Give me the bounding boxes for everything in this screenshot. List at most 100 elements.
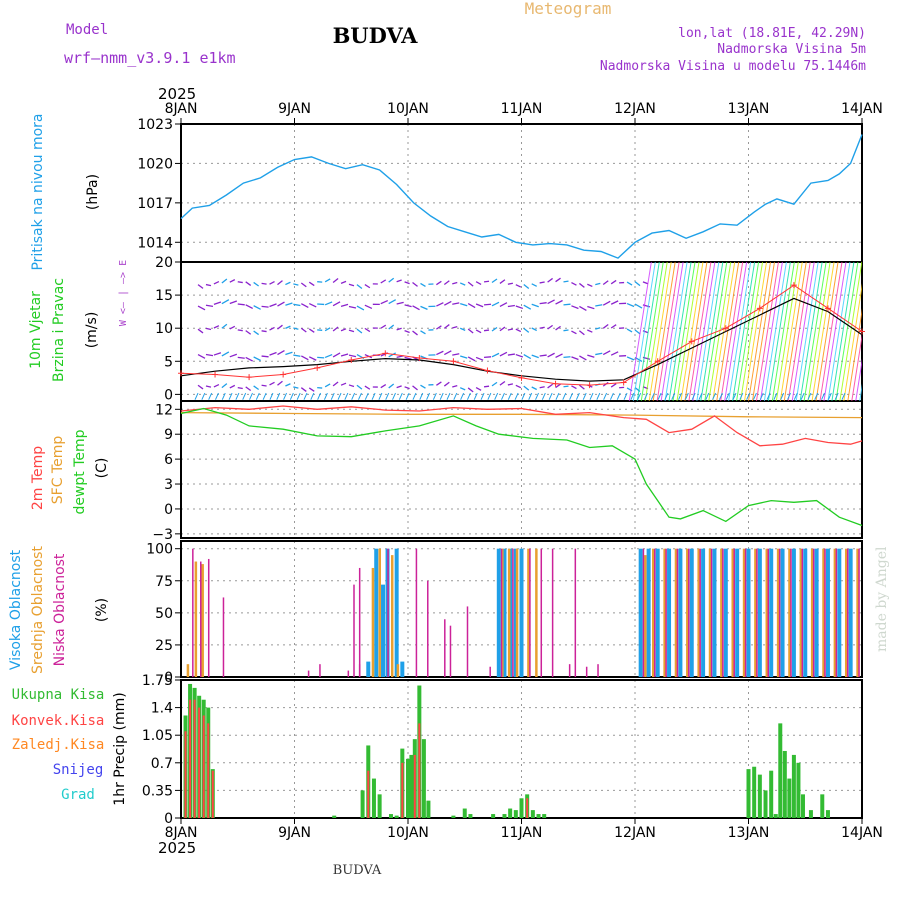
cloud-bar [835,548,838,677]
precip-bar [388,814,393,818]
wind-arrow-base [609,392,614,400]
wind-arrow [475,281,482,286]
cloud-bar [529,548,531,677]
wind-label-1: 10m Vjetar [28,291,44,369]
wind-arrow [340,382,347,386]
x-tick-label-top: 11JAN [501,101,543,117]
cloud-bar [427,580,429,677]
cloud-bar [500,548,503,677]
wind-hatch [736,262,760,401]
wind-arrow [459,327,466,331]
cloud-bar [186,664,190,677]
wind-arrow [563,303,571,306]
wind-unit: (m/s) [84,312,100,349]
wind-arrow [578,330,585,336]
cloud-bar [708,548,712,677]
cloud-bar [769,548,774,677]
wind-arrow [245,281,252,286]
wind-hatch [807,262,831,401]
wind-arrow [324,278,331,283]
wind-hatch [704,262,728,401]
gust-marker [450,358,457,365]
wind-arrow-base [453,392,458,400]
wind-arrow [420,330,426,335]
wind-arrow [340,328,347,332]
y-tick-label: 1014 [137,235,173,251]
wind-arrow-base [317,392,322,400]
wind-arrow [539,326,545,329]
precip-legend-item: Zaledj.Kisa [12,737,105,753]
wind-hatch [779,262,803,401]
gust-marker [620,379,627,386]
wind-hatch [839,262,862,401]
wind-arrow [293,354,301,357]
header: Model wrf—nmm_v3.9.1 e1km BUDVA Meteogra… [64,0,866,74]
wind-arrow [380,324,387,329]
precip-legend-item: Snijeg [53,762,104,778]
gust-marker [722,325,729,332]
wind-arrow [332,352,341,358]
precip-bar [468,814,473,818]
wind-hatch [628,262,652,401]
precip-axis-label: 1hr Precip (mm) [112,692,128,805]
cloud-bar [733,548,735,677]
wind-arrow-base [276,392,281,400]
wind-arrow [491,278,498,284]
wind-arrow [245,356,253,362]
wind-arrow [507,282,514,285]
wind-arrow [610,300,619,305]
wind-arrow-base [800,392,805,400]
wind-arrow [269,280,275,285]
cloud-bar [200,561,202,677]
precip-bar [193,699,196,818]
wind-hatch [823,262,847,401]
cloud-label-high: Visoka Oblacnost [8,549,24,670]
wind-arrow [221,351,230,357]
wind-arrow [595,304,603,307]
y-tick-label: 1.4 [151,701,173,717]
coords-label: lon,lat (18.81E, 42.29N) [678,26,866,41]
cloud-bar [519,548,524,677]
wind-arrow-base [780,392,785,400]
wind-arrow-base [732,392,737,400]
wind-arrow [197,284,204,289]
wind-hatch [787,262,811,401]
wind-arrow [253,385,260,391]
wind-arrow [452,302,460,305]
wind-arrow-base [214,392,219,400]
wind-arrow-base [235,392,240,400]
wind-arrow [475,329,482,334]
x-tick-label-top: 14JAN [841,101,883,117]
wind-arrow [348,384,355,388]
precip-bar [184,731,187,818]
wind-arrow-base [487,392,492,400]
wind-arrow [610,383,617,388]
precip-bar [502,814,507,818]
precip-bar [394,815,399,818]
wind-arrow [404,304,412,308]
wind-arrow [269,351,277,356]
wind-arrow [261,282,267,285]
precip-bar [746,769,751,818]
y-tick-label: 50 [155,606,173,622]
cloud-bar [201,564,204,677]
wind-arrow [229,353,238,358]
precip-legend-item: Grad [61,787,95,803]
wind-arrow [237,356,245,359]
wind-arrow [396,301,404,305]
wind-arrow [531,283,538,287]
footer-station: BUDVA [333,863,382,878]
wind-arrow-base [671,392,676,400]
gust-marker [586,382,593,389]
wind-arrow [404,386,410,390]
wind-arrow [356,305,365,311]
wind-arrow-base [460,392,465,400]
station-title: BUDVA [333,23,419,48]
wind-arrow-base [228,392,233,400]
wind-arrow [261,330,267,333]
year-label-bottom: 2025 [158,839,196,857]
wind-arrow [229,300,238,305]
wind-arrow-base [385,392,390,400]
wind-hatch [724,262,748,401]
wind-arrow-base [262,392,267,400]
